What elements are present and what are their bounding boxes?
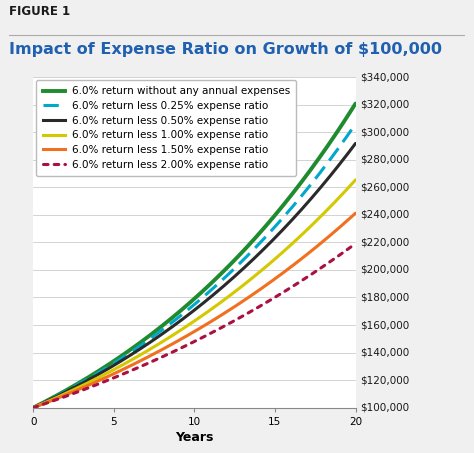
Legend: 6.0% return without any annual expenses, 6.0% return less 0.25% expense ratio, 6: 6.0% return without any annual expenses,… <box>36 80 296 176</box>
Text: $220,000: $220,000 <box>360 237 410 247</box>
Text: $160,000: $160,000 <box>360 320 410 330</box>
Text: $180,000: $180,000 <box>360 293 410 303</box>
Text: $260,000: $260,000 <box>360 182 410 192</box>
Text: $240,000: $240,000 <box>360 210 410 220</box>
X-axis label: Years: Years <box>175 431 213 444</box>
Text: FIGURE 1: FIGURE 1 <box>9 5 71 18</box>
Text: Impact of Expense Ratio on Growth of $100,000: Impact of Expense Ratio on Growth of $10… <box>9 42 443 57</box>
Text: $340,000: $340,000 <box>360 72 410 82</box>
Text: $300,000: $300,000 <box>360 127 409 137</box>
Text: $320,000: $320,000 <box>360 100 410 110</box>
Text: $200,000: $200,000 <box>360 265 409 275</box>
Text: $140,000: $140,000 <box>360 347 410 357</box>
Text: $280,000: $280,000 <box>360 154 410 165</box>
Text: $100,000: $100,000 <box>360 403 409 413</box>
Text: $120,000: $120,000 <box>360 375 410 385</box>
